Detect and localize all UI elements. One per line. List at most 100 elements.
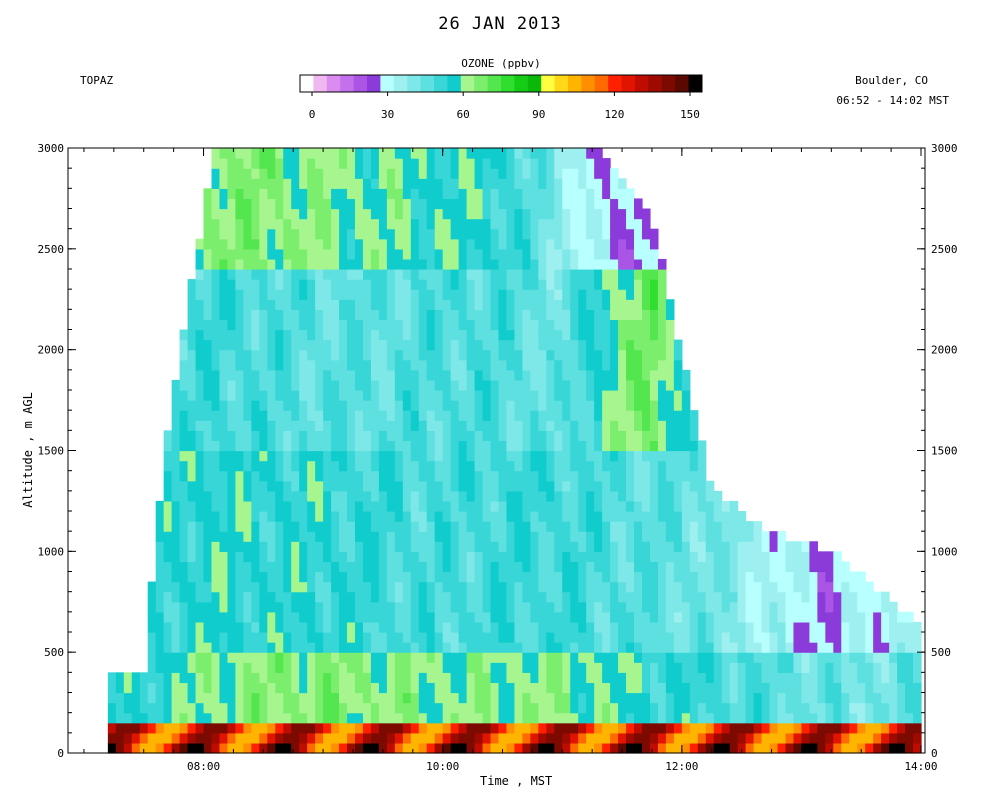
ozone-cell [466,642,476,653]
ozone-cell [283,511,292,522]
ozone-cell [211,198,221,210]
ozone-cell [291,672,300,684]
ozone-cell [498,269,508,280]
ozone-cell [881,732,890,744]
ozone-cell [538,329,547,341]
ozone-cell [315,460,324,472]
ozone-cell [522,198,531,210]
colorbar-swatch [514,75,529,92]
ozone-cell [370,168,380,179]
ozone-cell [474,521,484,532]
ozone-cell [386,682,396,694]
ozone-cell [418,722,428,734]
ozone-cell [347,511,356,522]
ozone-cell [705,742,715,754]
ozone-cell [378,339,388,351]
ozone-cell [689,571,699,583]
ozone-cell [697,561,707,573]
ozone-cell [386,642,396,653]
ozone-cell [665,430,675,442]
ozone-cell [426,279,436,290]
ozone-cell [195,480,205,492]
ozone-cell [203,722,213,734]
ozone-cell [195,269,205,280]
ozone-cell [155,632,165,643]
ozone-cell [370,329,380,341]
ozone-cell [450,359,460,371]
ozone-cell [347,359,356,371]
ozone-cell [506,279,516,290]
ozone-cell [570,672,579,684]
ozone-cell [626,732,635,744]
ozone-cell [211,279,221,290]
ozone-cell [235,642,244,653]
ozone-cell [394,561,404,573]
ozone-cell [554,420,563,431]
colorbar-swatch [501,75,515,92]
ozone-cell [705,712,715,724]
ozone-cell [307,480,316,492]
ozone-cell [386,228,396,240]
ozone-cell [849,601,858,613]
ozone-cell [538,188,547,200]
ozone-cell [211,400,221,411]
ozone-cell [450,521,460,532]
ozone-cell [426,309,436,321]
ozone-cell [203,379,213,391]
ozone-cell [179,682,189,694]
ozone-cell [442,621,452,633]
colorbar-tick-label: 120 [604,108,624,121]
ozone-cell [602,248,611,260]
ozone-cell [649,470,659,482]
ozone-cell [753,561,763,573]
ozone-cell [538,591,547,603]
ozone-cell [570,621,579,633]
ozone-cell [554,430,563,442]
ozone-cell [275,369,284,381]
ozone-cell [753,652,763,663]
ozone-cell [450,440,460,452]
ozone-cell [378,379,388,391]
ozone-cell [315,521,324,532]
ozone-cell [570,349,579,361]
ozone-cell [259,148,268,159]
ozone-cell [283,309,292,321]
ozone-cell [522,551,531,563]
ozone-cell [897,692,906,704]
ozone-cell [370,309,380,321]
ozone-cell [610,269,619,280]
ozone-cell [474,228,484,240]
ozone-cell [386,531,396,542]
ozone-cell [546,228,555,240]
ozone-cell [442,692,452,704]
ozone-cell [634,208,643,220]
ozone-cell [259,269,268,280]
ozone-cell [466,742,476,754]
ozone-cell [626,551,635,563]
ozone-cell [347,732,356,744]
ozone-cell [187,390,197,401]
ozone-cell [753,722,763,734]
ozone-cell [259,279,268,290]
ozone-cell [171,692,181,704]
ozone-cell [554,692,563,704]
ozone-cell [474,188,484,200]
ozone-cell [490,430,500,442]
ozone-cell [689,531,699,542]
ozone-cell [291,601,300,613]
ozone-cell [362,309,372,321]
ozone-cell [610,299,619,310]
ozone-cell [466,672,476,684]
ozone-cell [299,561,308,573]
ozone-cell [610,450,619,462]
ozone-cell [705,490,715,502]
ozone-cell [522,379,531,391]
ozone-cell [562,490,571,502]
ozone-cell [817,722,826,734]
ozone-cell [681,490,691,502]
ozone-cell [227,228,237,240]
ozone-cell [514,601,524,613]
ozone-cell [474,480,484,492]
ozone-cell [458,591,468,603]
ozone-cell [354,642,364,653]
